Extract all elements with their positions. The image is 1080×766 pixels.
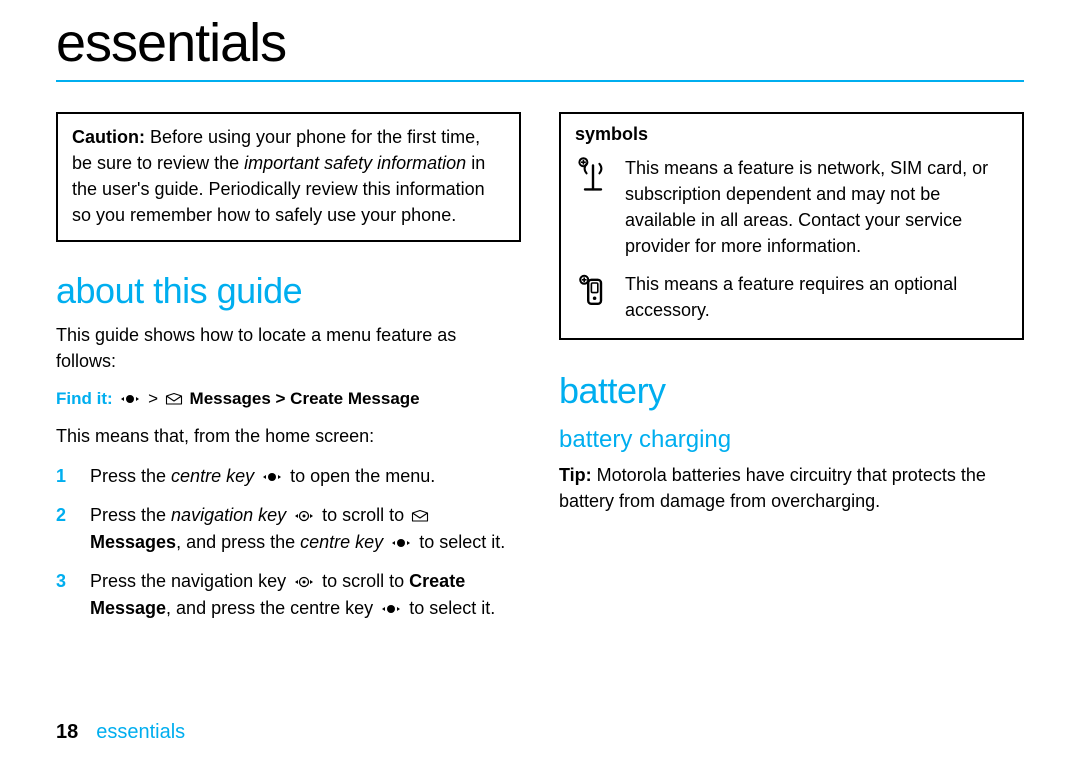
- accessory-icon: [575, 271, 611, 323]
- symbol-accessory-text: This means a feature requires an optiona…: [625, 271, 1008, 323]
- symbol-network-row: This means a feature is network, SIM car…: [575, 155, 1008, 259]
- centre-key-icon: [380, 602, 402, 616]
- tip-text: Motorola batteries have circuitry that p…: [559, 465, 986, 511]
- symbol-network-text: This means a feature is network, SIM car…: [625, 155, 1008, 259]
- findit-gt: >: [148, 389, 158, 408]
- caution-italic: important safety information: [244, 153, 466, 173]
- nav-key-icon: [293, 509, 315, 523]
- battery-heading: battery: [559, 370, 1024, 412]
- caution-box: Caution: Before using your phone for the…: [56, 112, 521, 242]
- right-column: symbols This means a feature is network,…: [559, 112, 1024, 634]
- columns: Caution: Before using your phone for the…: [56, 112, 1024, 634]
- symbols-title: symbols: [575, 124, 1008, 145]
- page-number: 18: [56, 721, 78, 743]
- footer-label: essentials: [96, 721, 185, 743]
- centre-key-icon: [390, 536, 412, 550]
- find-it-line: Find it: > Messages > Create Message: [56, 389, 521, 409]
- about-intro: This guide shows how to locate a menu fe…: [56, 322, 521, 374]
- about-heading: about this guide: [56, 270, 521, 312]
- step-2: Press the navigation key to scroll to Me…: [56, 502, 521, 556]
- means-text: This means that, from the home screen:: [56, 423, 521, 449]
- centre-key-icon: [119, 392, 141, 406]
- nav-key-icon: [293, 575, 315, 589]
- centre-key-icon: [261, 470, 283, 484]
- title-rule: [56, 80, 1024, 82]
- page-title: essentials: [56, 12, 1024, 74]
- page: essentials Caution: Before using your ph…: [0, 0, 1080, 654]
- left-column: Caution: Before using your phone for the…: [56, 112, 521, 634]
- steps-list: Press the centre key to open the menu. P…: [56, 463, 521, 622]
- symbols-box: symbols This means a feature is network,…: [559, 112, 1024, 340]
- messages-icon: [165, 392, 183, 406]
- caution-label: Caution:: [72, 127, 145, 147]
- symbol-accessory-row: This means a feature requires an optiona…: [575, 271, 1008, 323]
- network-icon: [575, 155, 611, 259]
- messages-icon: [411, 509, 429, 523]
- findit-path: Messages > Create Message: [190, 389, 420, 408]
- battery-sub: battery charging: [559, 426, 1024, 454]
- tip-label: Tip:: [559, 465, 592, 485]
- findit-label: Find it:: [56, 389, 113, 408]
- step-3: Press the navigation key to scroll to Cr…: [56, 568, 521, 622]
- step-1: Press the centre key to open the menu.: [56, 463, 521, 490]
- battery-tip: Tip: Motorola batteries have circuitry t…: [559, 462, 1024, 514]
- page-footer: 18 essentials: [56, 721, 185, 744]
